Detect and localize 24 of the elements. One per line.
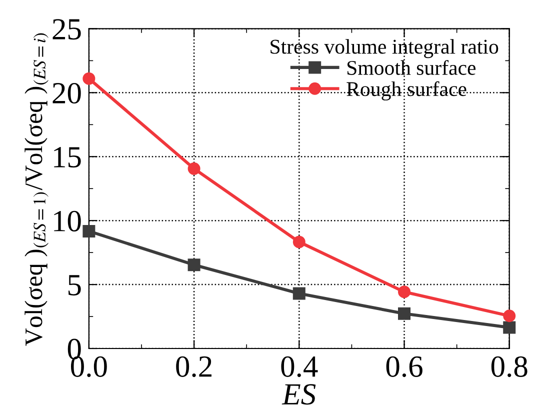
x-axis-title: ES xyxy=(282,384,316,405)
point xyxy=(398,286,410,298)
x-tick-label: 0.8 xyxy=(491,356,528,378)
point xyxy=(82,72,96,85)
point xyxy=(503,310,516,322)
point xyxy=(398,307,410,320)
x-tick-label: 0.6 xyxy=(386,356,422,378)
point xyxy=(82,224,96,238)
y-tick-label: 20 xyxy=(52,82,81,104)
point xyxy=(188,258,200,272)
point xyxy=(188,162,200,175)
y-tick-label: 5 xyxy=(68,275,81,296)
point xyxy=(292,236,306,248)
y-axis-title: Vol(σeq )$_{(ES=1)}$/Vol(σeq )$_{(ES=i)}$ xyxy=(24,33,48,346)
legend-label: Rough surface xyxy=(346,81,466,100)
legend-title: Stress volume integral ratio xyxy=(270,39,498,58)
x-tick-label: 0.4 xyxy=(281,356,318,378)
y-tick-label: 25 xyxy=(52,19,81,40)
legend-label: Smooth surface xyxy=(347,60,476,75)
y-tick-label: 15 xyxy=(54,147,81,168)
point xyxy=(503,321,516,334)
y-tick-label: 10 xyxy=(54,210,81,232)
x-tick-label: 0.2 xyxy=(176,356,212,378)
point xyxy=(292,287,306,300)
